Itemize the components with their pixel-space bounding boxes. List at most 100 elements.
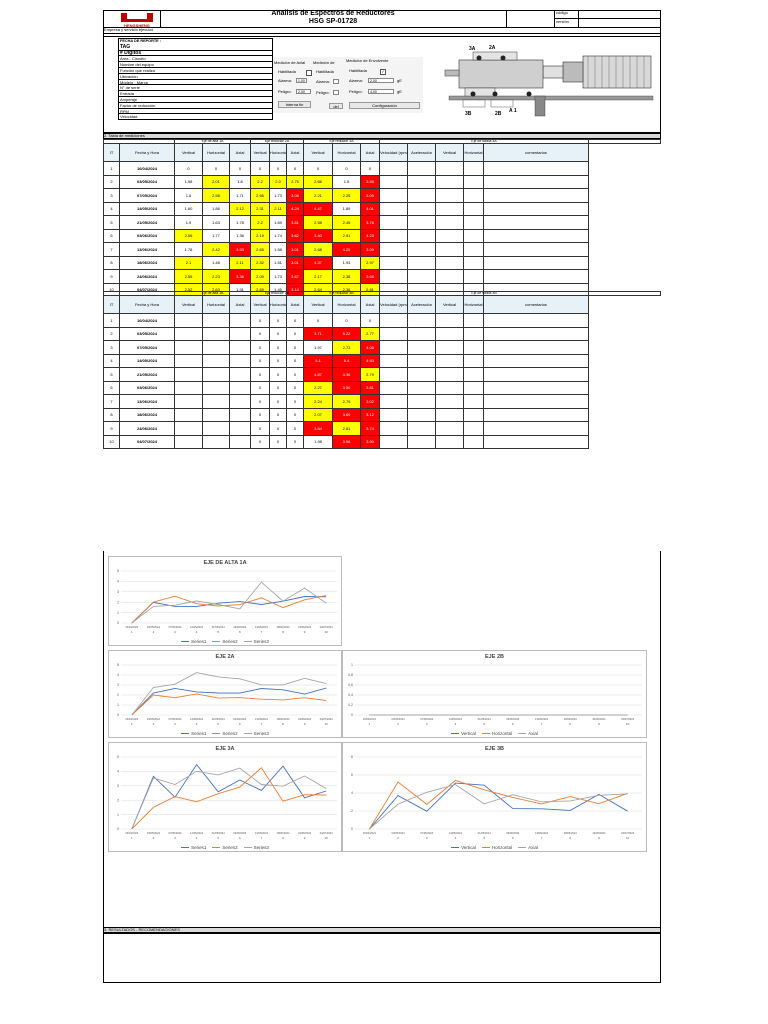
reading-cell[interactable]: 3.93	[228, 242, 252, 257]
reading-cell[interactable]	[407, 161, 437, 176]
comment-cell[interactable]	[483, 407, 590, 422]
comment-cell[interactable]	[483, 174, 590, 189]
reading-cell[interactable]: 0	[360, 161, 381, 176]
reading-cell[interactable]	[435, 434, 465, 449]
results-textarea[interactable]	[103, 933, 661, 983]
reading-cell[interactable]	[463, 188, 485, 203]
reading-cell[interactable]	[174, 380, 203, 395]
reading-cell[interactable]: 2.09	[250, 269, 271, 284]
reading-cell[interactable]: 0	[269, 161, 288, 176]
reading-cell[interactable]: 1.63	[202, 215, 230, 230]
reading-cell[interactable]	[435, 174, 465, 189]
comment-cell[interactable]	[483, 242, 590, 257]
reading-cell[interactable]: 0	[250, 353, 271, 368]
reading-cell[interactable]	[435, 188, 465, 203]
reading-cell[interactable]	[174, 394, 203, 409]
reading-cell[interactable]	[435, 421, 465, 436]
reading-cell[interactable]	[463, 407, 485, 422]
reading-cell[interactable]: 1.89	[332, 201, 362, 216]
reading-cell[interactable]: 2.73	[332, 340, 362, 355]
reading-cell[interactable]: 1.6	[228, 174, 252, 189]
reading-cell[interactable]: 0	[286, 340, 305, 355]
reading-cell[interactable]	[379, 407, 409, 422]
reading-cell[interactable]	[379, 313, 409, 328]
reading-cell[interactable]: 0	[286, 407, 305, 422]
reading-cell[interactable]: 3.68	[360, 269, 381, 284]
reading-cell[interactable]: 2.42	[202, 242, 230, 257]
reading-cell[interactable]: 3.90	[360, 434, 381, 449]
reading-cell[interactable]: 3.36	[228, 269, 252, 284]
reading-cell[interactable]	[435, 242, 465, 257]
reading-cell[interactable]: 0	[286, 394, 305, 409]
reading-cell[interactable]: 0	[286, 353, 305, 368]
reading-cell[interactable]	[463, 421, 485, 436]
reading-cell[interactable]: 2.07	[303, 407, 334, 422]
reading-cell[interactable]: 3.01	[286, 242, 305, 257]
reading-cell[interactable]: 0	[269, 434, 288, 449]
reading-cell[interactable]: 1.36	[228, 228, 252, 243]
reading-cell[interactable]	[228, 313, 252, 328]
reading-cell[interactable]: 2.19	[250, 228, 271, 243]
reading-cell[interactable]	[228, 421, 252, 436]
reading-cell[interactable]: 0	[286, 380, 305, 395]
reading-cell[interactable]: 1.73	[269, 188, 288, 203]
info-funcion[interactable]: Función que realiza	[119, 68, 272, 74]
reading-cell[interactable]: 2.66	[250, 188, 271, 203]
reading-cell[interactable]	[174, 434, 203, 449]
reading-cell[interactable]: 4.23	[360, 228, 381, 243]
interna-button[interactable]: Interna fin	[278, 101, 311, 108]
info-amperaje[interactable]: Amperaje	[119, 97, 272, 103]
reading-cell[interactable]: 1.51	[269, 255, 288, 270]
reading-cell[interactable]: 1.71	[228, 188, 252, 203]
reading-cell[interactable]	[435, 367, 465, 382]
reading-cell[interactable]	[463, 242, 485, 257]
reading-cell[interactable]: 3.08	[286, 188, 305, 203]
comment-cell[interactable]	[483, 161, 590, 176]
reading-cell[interactable]	[174, 367, 203, 382]
reading-cell[interactable]	[174, 421, 203, 436]
reading-cell[interactable]	[463, 255, 485, 270]
reading-cell[interactable]	[228, 407, 252, 422]
reading-cell[interactable]	[228, 367, 252, 382]
reading-cell[interactable]	[202, 326, 230, 341]
reading-cell[interactable]	[407, 313, 437, 328]
reading-cell[interactable]: 2.58	[202, 188, 230, 203]
reading-cell[interactable]	[463, 353, 485, 368]
reading-cell[interactable]: 1.97	[303, 340, 334, 355]
reading-cell[interactable]	[202, 434, 230, 449]
reading-cell[interactable]	[407, 255, 437, 270]
reading-cell[interactable]: 0	[303, 313, 334, 328]
reading-cell[interactable]: 5.4	[332, 353, 362, 368]
reading-cell[interactable]	[407, 340, 437, 355]
reading-cell[interactable]: 2.97	[360, 255, 381, 270]
reading-cell[interactable]	[407, 242, 437, 257]
reading-cell[interactable]: 2.52	[250, 255, 271, 270]
reading-cell[interactable]	[407, 326, 437, 341]
reading-cell[interactable]	[463, 394, 485, 409]
reading-cell[interactable]	[379, 174, 409, 189]
reading-cell[interactable]: 2.23	[202, 269, 230, 284]
reading-cell[interactable]	[379, 269, 409, 284]
reading-cell[interactable]	[435, 313, 465, 328]
reading-cell[interactable]: 0	[269, 380, 288, 395]
reading-cell[interactable]: 0	[269, 367, 288, 382]
reading-cell[interactable]	[407, 367, 437, 382]
reading-cell[interactable]: 2.2	[250, 215, 271, 230]
reading-cell[interactable]	[463, 367, 485, 382]
reading-cell[interactable]	[463, 215, 485, 230]
reading-cell[interactable]	[407, 380, 437, 395]
reading-cell[interactable]: 0	[250, 313, 271, 328]
reading-cell[interactable]	[379, 215, 409, 230]
env-peligro-input[interactable]: 4.00	[368, 89, 394, 94]
reading-cell[interactable]: 0	[286, 161, 305, 176]
reading-cell[interactable]	[379, 326, 409, 341]
reading-cell[interactable]	[407, 174, 437, 189]
reading-cell[interactable]	[379, 367, 409, 382]
reading-cell[interactable]	[435, 161, 465, 176]
reading-cell[interactable]: 3.01	[286, 255, 305, 270]
reading-cell[interactable]: 1.93	[332, 255, 362, 270]
reading-cell[interactable]	[174, 326, 203, 341]
reading-cell[interactable]: 3.62	[286, 228, 305, 243]
reading-cell[interactable]	[407, 269, 437, 284]
reading-cell[interactable]	[202, 407, 230, 422]
